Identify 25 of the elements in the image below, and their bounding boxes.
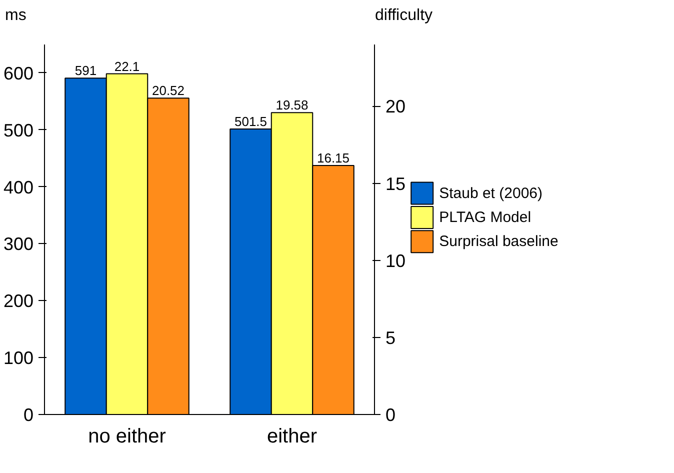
y-tick-label: 100 xyxy=(3,348,34,368)
y-tick-label: 300 xyxy=(3,234,34,254)
data-label: 22.1 xyxy=(114,58,140,74)
data-label: 16.15 xyxy=(316,150,350,166)
legend-label: PLTAG Model xyxy=(439,208,532,226)
y2-tick-label: 0 xyxy=(386,405,396,425)
y-tick-label: 0 xyxy=(23,405,34,425)
y-tick-label: 200 xyxy=(3,291,34,312)
data-label: 501.5 xyxy=(234,114,268,130)
y2-tick-label: 10 xyxy=(386,250,406,271)
y-axis-title: ms xyxy=(5,6,26,26)
data-label: 20.52 xyxy=(152,83,185,98)
x-tick-label: either xyxy=(266,426,318,448)
data-label: 19.58 xyxy=(276,98,308,113)
y2-tick-label: 15 xyxy=(386,174,406,194)
y2-axis-title: difficulty xyxy=(375,6,433,26)
x-tick-label: no either xyxy=(88,426,166,448)
y-tick-label: 500 xyxy=(3,120,34,140)
y2-tick-label: 20 xyxy=(386,96,406,117)
legend-label: Surprisal baseline xyxy=(439,233,558,250)
y-tick-label: 400 xyxy=(3,177,34,198)
legend-label: Staub et (2006) xyxy=(439,184,543,202)
y2-tick-label: 5 xyxy=(386,328,396,348)
data-label: 591 xyxy=(74,63,97,78)
y-tick-label: 600 xyxy=(3,63,34,84)
